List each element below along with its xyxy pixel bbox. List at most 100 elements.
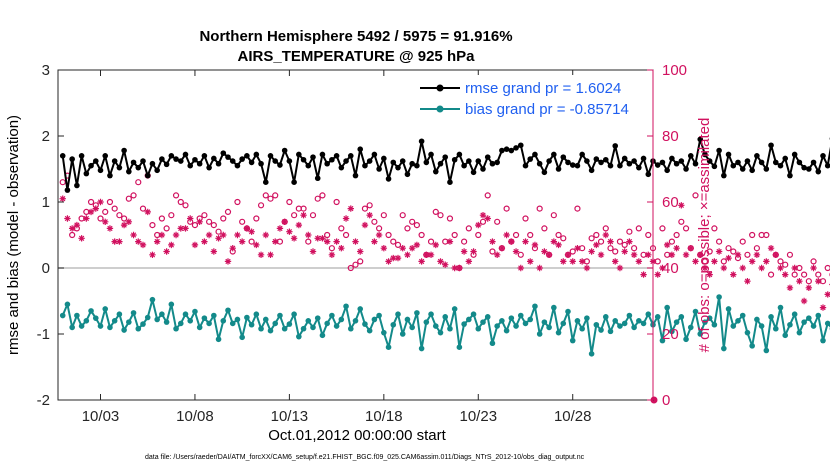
bias-point <box>168 301 175 308</box>
obs-possible-marker <box>749 231 756 239</box>
obs-assimilated-marker <box>465 258 473 265</box>
rmse-point <box>258 160 264 167</box>
obs-possible-marker <box>763 231 770 239</box>
obs-assimilated-marker <box>267 251 274 258</box>
obs-assimilated-marker <box>626 238 633 245</box>
y-tick-label-left: 0 <box>42 260 50 277</box>
rmse-point <box>144 172 151 179</box>
obs-possible-marker <box>437 212 444 219</box>
rmse-point <box>116 164 123 171</box>
obs-possible-marker <box>824 264 830 272</box>
rmse-point <box>248 159 255 166</box>
bias-point <box>716 294 722 300</box>
rmse-point <box>640 155 647 162</box>
bias-point <box>371 316 378 323</box>
obs-possible-marker <box>716 238 723 245</box>
obs-assimilated-marker <box>408 245 416 252</box>
rmse-point <box>796 159 803 166</box>
obs-assimilated-marker <box>83 215 90 222</box>
obs-assimilated-marker <box>309 248 317 255</box>
obs-assimilated-marker <box>645 251 652 258</box>
rmse-point <box>744 158 751 164</box>
obs-possible-marker <box>418 231 425 239</box>
rmse-point <box>730 162 737 169</box>
rmse-point <box>357 146 364 152</box>
rmse-point <box>281 147 288 154</box>
obs-possible-marker <box>399 212 406 219</box>
obs-assimilated-marker <box>536 264 543 272</box>
obs-assimilated-marker <box>163 248 170 255</box>
rmse-point <box>716 147 722 154</box>
bias-point <box>305 318 312 324</box>
obs-possible-marker <box>413 222 420 229</box>
obs-assimilated-marker <box>678 202 685 209</box>
rmse-point <box>499 147 505 154</box>
bias-point <box>565 308 571 315</box>
bias-point <box>291 311 297 318</box>
chart-subtitle: AIRS_TEMPERATURE @ 925 hPa <box>238 48 476 65</box>
obs-assimilated-marker <box>366 212 373 219</box>
bias-point <box>522 320 529 327</box>
bias-point <box>319 332 326 339</box>
rmse-point <box>163 161 170 168</box>
rmse-point <box>758 159 765 166</box>
obs-possible-marker <box>97 215 104 222</box>
y-axis-label-right: # of obs: o=possible; ×=assimilated <box>696 118 713 353</box>
rmse-point <box>735 159 741 166</box>
legend-box <box>415 75 650 119</box>
obs-possible-marker <box>390 238 397 245</box>
rmse-point <box>669 155 675 162</box>
obs-assimilated-marker <box>706 271 713 278</box>
obs-assimilated-marker <box>352 238 359 245</box>
obs-assimilated-marker <box>357 248 364 255</box>
bias-point <box>277 312 283 319</box>
x-tick-label: 10/23 <box>460 408 498 425</box>
rmse-point <box>517 142 524 149</box>
bias-point <box>177 320 184 327</box>
legend-rmse-marker <box>436 84 444 92</box>
bias-point <box>636 318 642 324</box>
bias-point <box>399 331 406 337</box>
obs-possible-marker <box>692 192 699 199</box>
obs-assimilated-marker <box>758 264 765 272</box>
rmse-point <box>64 187 71 193</box>
rmse-point <box>74 182 80 189</box>
obs-possible-marker <box>777 258 784 265</box>
obs-assimilated-marker <box>423 251 430 258</box>
bias-point <box>418 345 425 352</box>
rmse-point <box>376 166 382 172</box>
obs-possible-marker <box>248 238 255 245</box>
obs-assimilated-marker <box>517 264 524 272</box>
bias-point <box>579 325 585 332</box>
obs-assimilated-marker <box>578 258 586 265</box>
obs-assimilated-marker <box>791 264 798 272</box>
rmse-point <box>513 145 519 151</box>
obs-assimilated-marker <box>59 195 66 202</box>
rmse-point <box>177 158 184 164</box>
bias-point <box>758 323 765 329</box>
obs-possible-marker <box>357 258 364 265</box>
obs-possible-marker <box>59 179 66 186</box>
rmse-point <box>631 158 637 164</box>
obs-assimilated-marker <box>701 264 709 272</box>
obs-assimilated-marker <box>116 238 123 245</box>
obs-assimilated-marker <box>815 278 822 285</box>
obs-possible-marker <box>432 208 439 215</box>
obs-possible-marker <box>116 212 123 219</box>
bias-point <box>347 325 354 332</box>
obs-assimilated-marker <box>725 254 732 262</box>
obs-possible-marker <box>206 218 213 225</box>
obs-assimilated-marker <box>437 258 444 265</box>
y-tick-label-left: 1 <box>42 194 50 211</box>
rmse-point <box>546 158 552 164</box>
bias-point <box>97 323 104 329</box>
rmse-point <box>220 150 227 156</box>
obs-assimilated-marker <box>612 258 619 265</box>
obs-assimilated-marker <box>545 251 553 258</box>
obs-possible-marker <box>262 192 269 199</box>
rmse-point <box>173 156 179 162</box>
obs-assimilated-marker <box>314 235 321 242</box>
bias-point <box>234 316 241 323</box>
obs-possible-marker <box>333 198 340 206</box>
bias-point <box>692 308 699 315</box>
